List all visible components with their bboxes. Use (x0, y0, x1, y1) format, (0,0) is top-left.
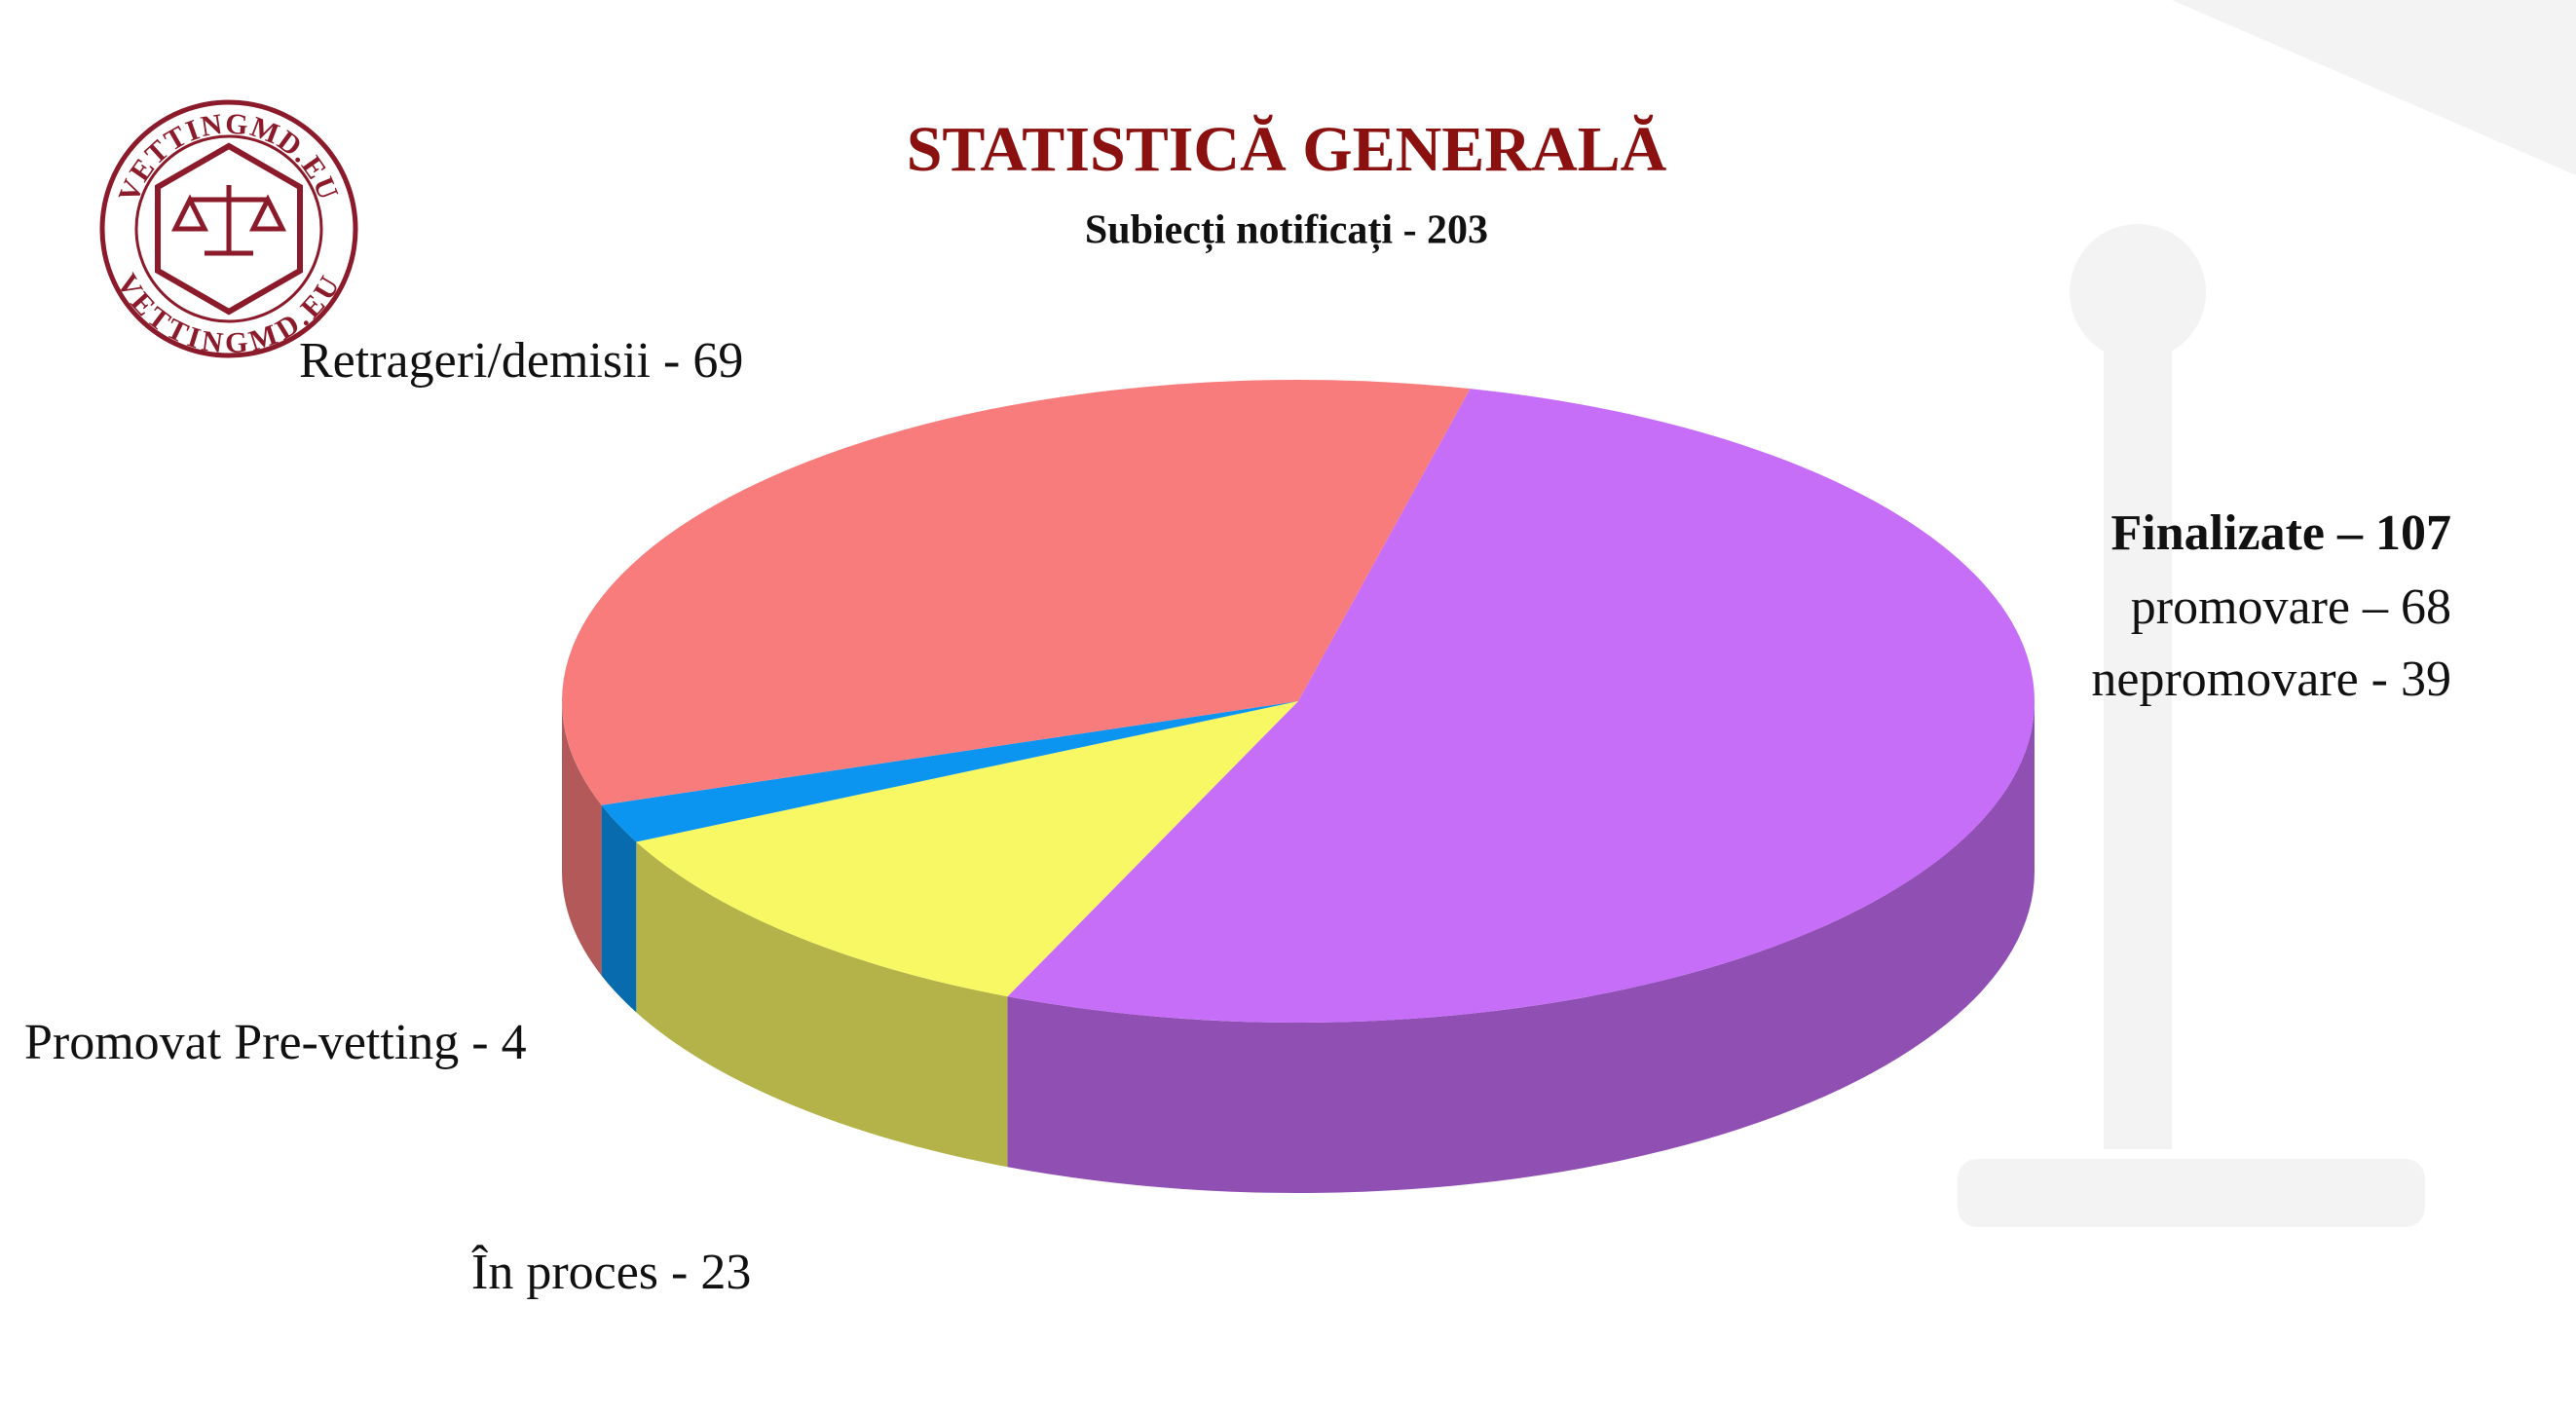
slice (601, 701, 1298, 842)
slice-side (1007, 701, 2035, 1193)
detail-label: promovare – 68 (2131, 579, 2451, 635)
slice-label: Finalizate – 107 (2110, 505, 2451, 561)
slice-label: Promovat Pre-vetting - 4 (24, 1015, 527, 1070)
slice-side (562, 701, 602, 976)
slice (636, 701, 1298, 997)
slice (562, 380, 1471, 805)
slice-label: Retrageri/demisii - 69 (299, 333, 743, 389)
slice-label: În proces - 23 (471, 1244, 751, 1300)
slice (1007, 389, 2035, 1024)
logo: VETTINGMD.EU VETTINGMD.EU (99, 99, 358, 360)
chart-title: STATISTICĂ GENERALĂ (907, 114, 1667, 185)
slice-side (601, 804, 637, 1013)
chart-subtitle: Subiecți notificați - 203 (1085, 208, 1488, 254)
slice-side (636, 841, 1008, 1168)
watermark (1958, 0, 2576, 1227)
detail-label: nepromovare - 39 (2091, 652, 2451, 707)
